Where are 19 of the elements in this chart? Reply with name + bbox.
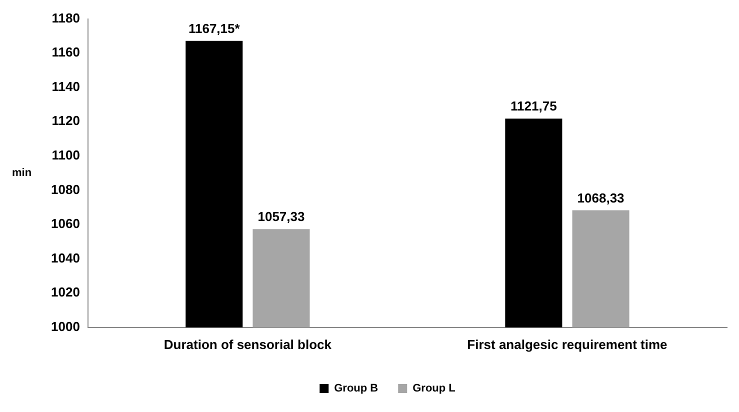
y-tick-label: 1060	[51, 216, 80, 232]
y-tick-label: 1180	[52, 10, 80, 26]
y-axis-title: min	[12, 167, 32, 180]
legend-label: Group L	[412, 382, 456, 395]
y-tick-label: 1160	[52, 44, 80, 60]
y-tick-label: 1120	[52, 113, 80, 128]
legend-label: Group B	[334, 382, 378, 395]
data-label: 1121,75	[510, 98, 557, 114]
x-tick-label: Duration of sensorial block	[164, 336, 332, 352]
y-tick-label: 1100	[52, 148, 80, 163]
y-tick-label: 1080	[51, 182, 80, 197]
y-tick-label: 1040	[51, 250, 80, 266]
x-tick-label: First analgesic requirement time	[467, 336, 668, 352]
y-tick-label: 1140	[52, 78, 80, 94]
data-label: 1057,33	[258, 209, 305, 224]
data-label: 1068,33	[577, 190, 624, 206]
y-tick-label: 1000	[51, 318, 80, 334]
data-label: 1167,15*	[188, 20, 241, 36]
y-tick-label: 1020	[51, 284, 80, 300]
